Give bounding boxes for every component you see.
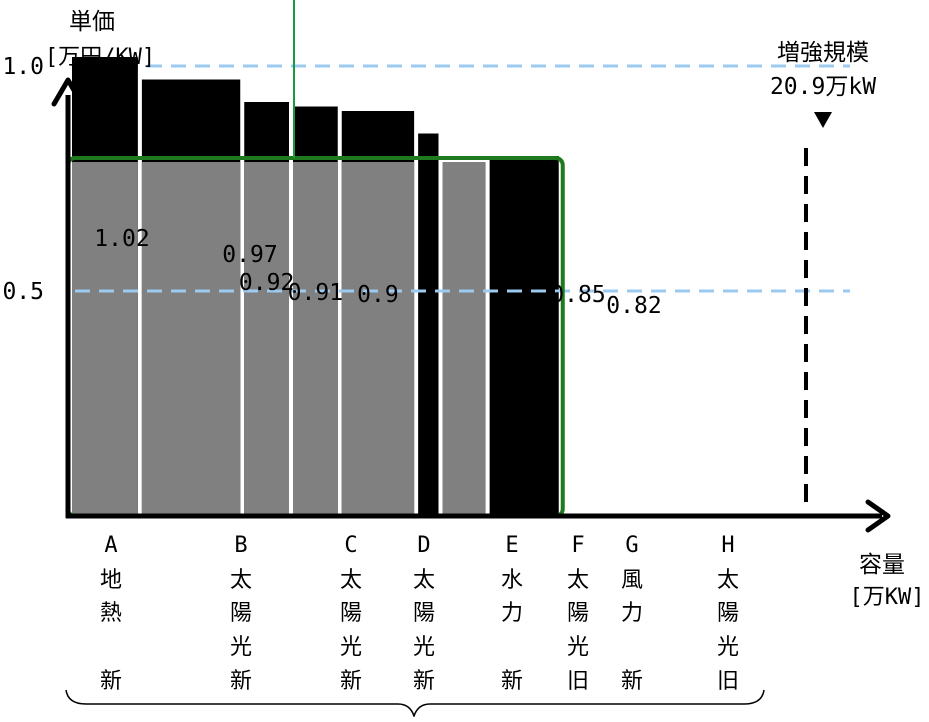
category-letter-a: A [104,533,117,558]
value-label-g: 0.82 [606,293,661,319]
category-status-b: 新 [230,669,252,694]
y-tick-label-1: 1.0 [2,54,44,80]
category-type-h-2: 光 [717,635,739,660]
value-label-d: 0.91 [288,280,343,306]
category-type-c-1: 陽 [340,601,362,626]
category-status-g: 新 [621,669,643,694]
reinforcement-label-2: 20.9万kW [770,74,876,100]
category-type-g-0: 風 [621,568,643,593]
bar-gray-segment-e [341,162,415,516]
value-label-b: 0.97 [222,242,277,268]
category-type-b-2: 光 [230,635,252,660]
category-letter-h: H [721,533,734,558]
category-type-e-1: 力 [501,601,523,626]
value-label-a: 1.02 [94,226,149,252]
category-type-h-0: 太 [717,568,739,593]
category-type-e-0: 水 [501,568,523,593]
category-letter-e: E [505,533,518,558]
category-type-g-1: 力 [621,601,643,626]
category-status-f: 旧 [567,669,589,694]
value-label-e: 0.9 [357,282,399,308]
category-letter-g: G [625,533,638,558]
category-status-a: 新 [100,669,122,694]
category-type-f-2: 光 [567,635,589,660]
category-letter-c: C [344,533,357,558]
category-type-d-2: 光 [413,635,435,660]
category-status-e: 新 [501,669,523,694]
reinforcement-label-1: 増強規模 [777,40,869,66]
category-type-f-1: 陽 [567,601,589,626]
bar-gray-segment-a [72,162,138,516]
category-letter-b: B [234,533,247,558]
category-type-b-0: 太 [230,568,252,593]
x-axis-arrow [865,499,891,533]
category-type-h-1: 陽 [717,601,739,626]
category-type-a-1: 熱 [100,601,122,626]
x-axis-title: 容量 [859,552,905,578]
category-type-d-1: 陽 [413,601,435,626]
y-axis-arrow [51,77,85,107]
value-label-h: 0.8 [503,299,545,325]
bottom-brace [65,689,765,719]
category-type-f-0: 太 [567,568,589,593]
bar-f [418,133,439,516]
category-letter-d: D [417,533,430,558]
category-type-c-0: 太 [340,568,362,593]
y-tick-label-0: 0.5 [2,279,44,305]
bar-gray-segment-c [244,162,289,516]
reinforcement-marker [814,112,832,128]
category-status-h: 旧 [717,669,739,694]
category-type-c-2: 光 [340,635,362,660]
bar-gray-segment-d [293,162,338,516]
category-status-d: 新 [413,669,435,694]
bar-gray-segment-g [442,162,486,516]
y-axis-title: 単価 [69,9,115,35]
x-axis-unit: [万KW] [850,585,925,610]
category-type-d-0: 太 [413,568,435,593]
category-letter-f: F [571,533,584,558]
category-type-b-1: 陽 [230,601,252,626]
value-label-f: 0.85 [550,282,605,308]
bar-h [489,156,559,516]
y-axis-unit: [万円/KW] [45,45,155,70]
category-type-a-0: 地 [100,568,122,593]
category-status-c: 新 [340,669,362,694]
bar-gray-segment-b [141,162,241,516]
value-label-c: 0.92 [239,270,294,296]
